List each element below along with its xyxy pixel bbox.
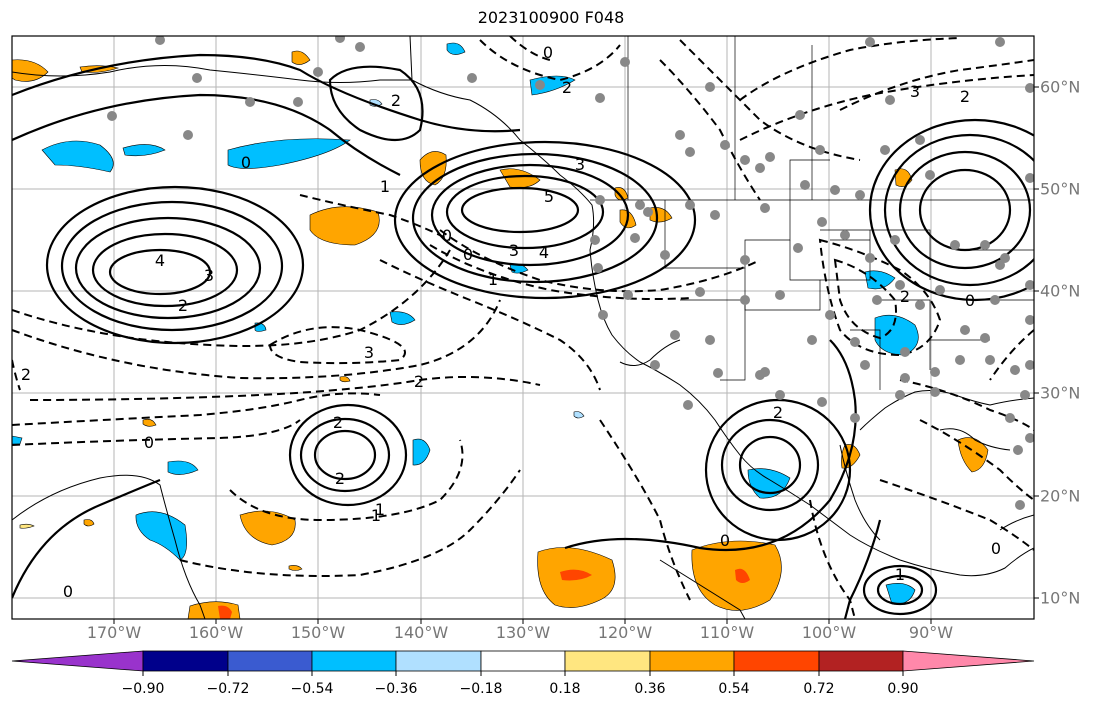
- colorbar-bin: [564, 650, 651, 672]
- contour-label: 3: [910, 82, 920, 101]
- colorbar-tick-label: −0.54: [290, 681, 334, 697]
- colorbar-bin: [818, 650, 904, 672]
- contour-label: 0: [241, 153, 251, 172]
- contour-label: 2: [391, 91, 401, 110]
- contour-label: 3: [575, 155, 585, 174]
- lon-label: 140°W: [393, 623, 449, 642]
- colorbar-tick-label: −0.90: [121, 681, 165, 697]
- colorbar-tick-label: −0.36: [374, 681, 418, 697]
- lat-ticks: [1034, 86, 1039, 599]
- contour-labels: 4 3 2 0 1 5 4 3 2 0 1 2 0 3 2 0 2 2 0 1 …: [21, 43, 1001, 601]
- colorbar-extend-left: [11, 650, 144, 672]
- lat-label: 60°N: [1040, 77, 1081, 97]
- contour-label: 1: [488, 270, 498, 289]
- lat-label: 50°N: [1040, 179, 1081, 199]
- contour-label: 4: [539, 243, 549, 262]
- colorbar-tick-label: 0.18: [549, 681, 581, 697]
- lat-label: 40°N: [1040, 281, 1081, 301]
- contour-label: 2: [960, 87, 970, 106]
- contour-label: 0: [991, 539, 1001, 558]
- lon-label: 100°W: [801, 623, 857, 642]
- contour-label: 0: [543, 43, 553, 62]
- colorbar-tick-label: 0.72: [803, 681, 835, 697]
- contour-label: 3: [204, 266, 214, 285]
- colorbar: [11, 650, 1035, 672]
- lon-label: 150°W: [290, 623, 346, 642]
- positive-anomaly-light: [19, 523, 35, 529]
- positive-anomaly-strong: [218, 568, 750, 619]
- colorbar-bin: [649, 650, 735, 672]
- colorbar-bin: [480, 650, 566, 672]
- gridlines: [12, 36, 1034, 619]
- contour-label: 5: [544, 187, 554, 206]
- contour-label: 0: [965, 291, 975, 310]
- contour-label: 1: [375, 500, 385, 519]
- lon-label: 160°W: [188, 623, 244, 642]
- colorbar-tick-label: −0.18: [459, 681, 503, 697]
- contour-label: 0: [144, 433, 154, 452]
- lon-label: 170°W: [86, 623, 142, 642]
- station-dots: [107, 36, 1034, 510]
- lon-label: 130°W: [495, 623, 551, 642]
- contour-label: 3: [364, 343, 374, 362]
- contour-label: 2: [414, 372, 424, 391]
- contour-label: 0: [63, 582, 73, 601]
- colorbar-tick-label: 0.54: [718, 681, 750, 697]
- contour-label: 2: [178, 296, 188, 315]
- contour-label: 2: [333, 413, 343, 432]
- colorbar-extend-right: [902, 650, 1035, 672]
- lon-label: 90°W: [908, 623, 954, 642]
- contour-label: 4: [155, 251, 165, 270]
- map-title: 2023100900 F048: [477, 8, 625, 27]
- contour-label: 2: [773, 403, 783, 422]
- contour-label: 3: [509, 241, 519, 260]
- colorbar-bin: [733, 650, 820, 672]
- colorbar-ticks: [142, 671, 904, 676]
- contour-label: 1: [895, 565, 905, 584]
- contour-label: 2: [562, 78, 572, 97]
- colorbar-bin: [311, 650, 397, 672]
- contour-label: 2: [335, 469, 345, 488]
- colorbar-bin: [142, 650, 229, 672]
- contour-label: 1: [380, 177, 390, 196]
- lat-label: 20°N: [1040, 486, 1081, 506]
- colorbar-bin: [395, 650, 482, 672]
- contour-label: 0: [463, 245, 473, 264]
- lat-label: 30°N: [1040, 383, 1081, 403]
- contour-label: 0: [442, 226, 452, 245]
- colorbar-tick-label: 0.90: [887, 681, 919, 697]
- contour-label: 2: [21, 365, 31, 384]
- negative-anomaly-light: [369, 99, 585, 419]
- lat-label: 10°N: [1040, 588, 1081, 608]
- lon-label: 120°W: [597, 623, 653, 642]
- contour-label: 0: [720, 531, 730, 550]
- contour-label: 2: [900, 287, 910, 306]
- colorbar-bin: [227, 650, 313, 672]
- lon-ticks: [113, 619, 932, 624]
- contour-label: 1: [371, 506, 381, 525]
- dashed-contours: [12, 36, 1034, 619]
- colorbar-tick-label: 0.36: [634, 681, 666, 697]
- colorbar-tick-label: −0.72: [206, 681, 250, 697]
- lon-label: 110°W: [699, 623, 755, 642]
